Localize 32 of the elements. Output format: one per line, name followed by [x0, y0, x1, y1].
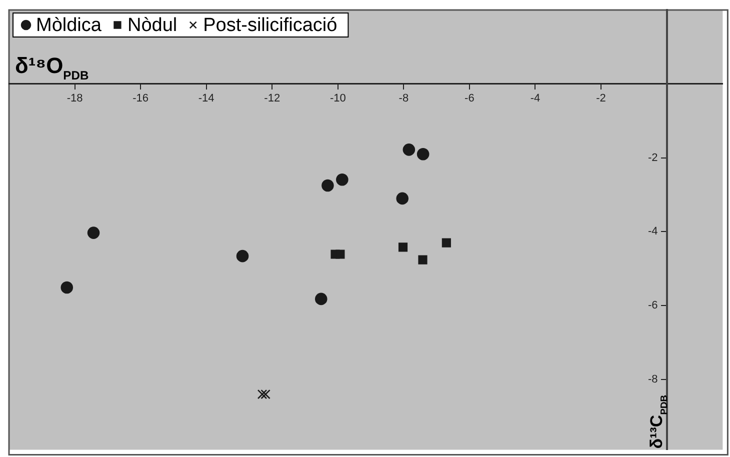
point: [336, 250, 345, 259]
point: [314, 292, 328, 306]
legend-label: Nòdul: [127, 15, 178, 36]
y-tick-label: -8: [648, 374, 658, 386]
point: [60, 281, 74, 294]
x-tick-label: -8: [398, 92, 409, 105]
y-axis-title: δ¹³CPDB: [646, 394, 669, 449]
point: [418, 255, 428, 264]
point: [398, 242, 408, 252]
x-tick-label: -18: [66, 92, 83, 105]
x-tick-label: -14: [198, 92, 214, 105]
y-tick-label: -2: [648, 152, 658, 164]
point: [236, 250, 249, 262]
point: [396, 192, 409, 205]
x-tick-label: -6: [464, 92, 474, 105]
point: [442, 238, 451, 248]
point: [260, 389, 270, 400]
x-tick-label: -4: [530, 92, 540, 105]
legend-label: Post-silicificació: [203, 15, 338, 36]
x-tick-label: -2: [596, 92, 606, 105]
y-tick-label: -4: [648, 226, 658, 238]
x-tick-label: -16: [132, 92, 149, 105]
point: [416, 148, 430, 160]
point: [402, 144, 416, 156]
point: [322, 179, 334, 192]
y-tick-label: -6: [648, 300, 658, 312]
point: [87, 226, 100, 239]
x-tick-label: -10: [330, 92, 346, 105]
legend-label: Mòldica: [36, 15, 102, 36]
x-tick-label: -12: [264, 92, 280, 105]
point: [336, 173, 348, 186]
point: [257, 389, 268, 400]
